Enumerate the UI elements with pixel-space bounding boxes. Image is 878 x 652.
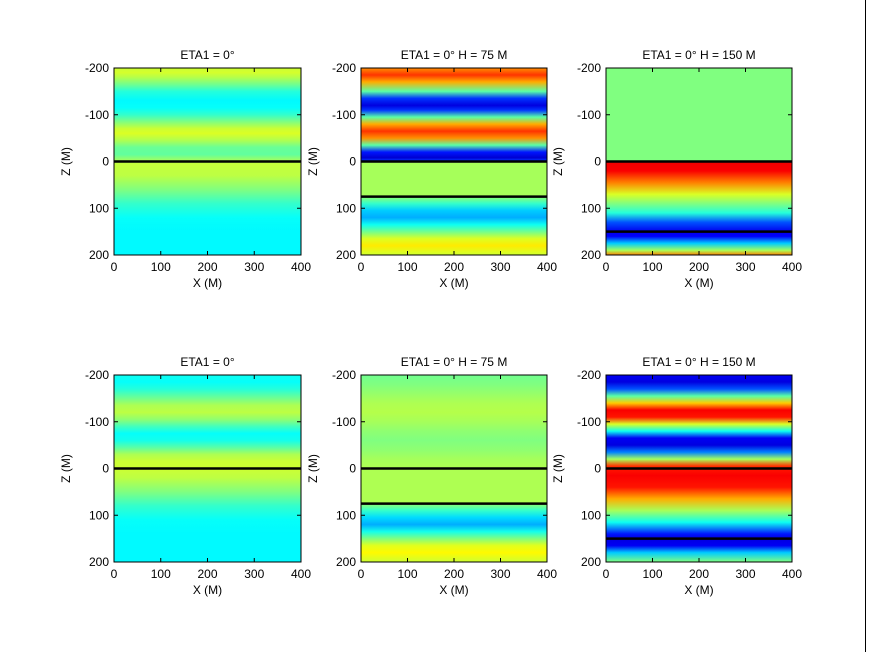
window-edge-line <box>865 0 866 652</box>
x-tick-label: 300 <box>244 567 264 581</box>
x-axis-label: X (M) <box>684 276 713 290</box>
y-tick-label: 0 <box>102 155 109 169</box>
y-tick-label: 200 <box>89 248 109 262</box>
y-axis-label: Z (M) <box>551 147 565 176</box>
panel-1: 0 100 200 300 400 -200 -100 0 100 200 ETA1 = 0° X (… <box>59 48 311 290</box>
x-tick-label: 100 <box>642 260 662 274</box>
x-tick-label: 400 <box>291 567 311 581</box>
x-axis-label: X (M) <box>684 583 713 597</box>
x-tick-label: 0 <box>358 567 365 581</box>
y-tick-label: 0 <box>349 462 356 476</box>
panel-title: ETA1 = 0° H = 150 M <box>642 355 755 369</box>
x-tick-label: 200 <box>444 260 464 274</box>
y-tick-label: -200 <box>577 61 601 75</box>
y-tick-label: 200 <box>581 555 601 569</box>
panel-4: 0 100 200 300 400 -200 -100 0 100 200 ETA1 = 0° X (… <box>59 355 311 597</box>
panel-title: ETA1 = 0° H = 75 M <box>401 48 508 62</box>
y-tick-label: 200 <box>581 248 601 262</box>
axes-box <box>113 374 302 563</box>
x-tick-label: 300 <box>735 567 755 581</box>
x-tick-label: 400 <box>537 260 557 274</box>
x-tick-label: 100 <box>642 567 662 581</box>
panel-title: ETA1 = 0° H = 75 M <box>401 355 508 369</box>
y-tick-label: -200 <box>85 61 109 75</box>
x-axis-label: X (M) <box>193 276 222 290</box>
x-tick-label: 100 <box>151 567 171 581</box>
y-tick-label: -100 <box>577 415 601 429</box>
y-tick-label: -100 <box>577 108 601 122</box>
x-tick-label: 400 <box>782 260 802 274</box>
y-tick-label: -200 <box>332 61 356 75</box>
x-tick-label: 300 <box>490 567 510 581</box>
panel-5: 0 100 200 300 400 -200 -100 0 100 200 ETA1 = 0° H … <box>306 355 557 597</box>
axes-box <box>360 374 548 563</box>
x-axis-label: X (M) <box>439 583 468 597</box>
x-axis-label: X (M) <box>193 583 222 597</box>
x-tick-label: 0 <box>603 567 610 581</box>
panel-2: 0 100 200 300 400 -200 -100 0 100 200 ETA1 = 0° H … <box>306 48 557 290</box>
x-tick-label: 400 <box>782 567 802 581</box>
y-tick-label: -100 <box>332 415 356 429</box>
x-tick-label: 200 <box>444 567 464 581</box>
y-tick-label: 200 <box>336 555 356 569</box>
axes-box <box>113 67 302 256</box>
x-tick-label: 200 <box>197 260 217 274</box>
y-tick-label: 0 <box>349 155 356 169</box>
x-tick-label: 200 <box>197 567 217 581</box>
x-tick-label: 0 <box>603 260 610 274</box>
panel-title: ETA1 = 0° <box>180 355 234 369</box>
x-tick-label: 100 <box>397 567 417 581</box>
x-tick-label: 300 <box>490 260 510 274</box>
y-tick-label: 200 <box>336 248 356 262</box>
y-axis-label: Z (M) <box>306 147 320 176</box>
panel-6: 0 100 200 300 400 -200 -100 0 100 200 ETA1 = 0° H … <box>551 355 802 597</box>
y-tick-label: 100 <box>89 508 109 522</box>
y-tick-label: 0 <box>102 462 109 476</box>
y-axis-label: Z (M) <box>59 147 73 176</box>
panel-title: ETA1 = 0° H = 150 M <box>642 48 755 62</box>
y-tick-label: 100 <box>336 201 356 215</box>
y-tick-label: -100 <box>85 108 109 122</box>
axes-box <box>360 67 548 256</box>
y-axis-label: Z (M) <box>551 454 565 483</box>
y-tick-label: -200 <box>577 368 601 382</box>
x-tick-label: 200 <box>689 260 709 274</box>
y-tick-label: 100 <box>581 201 601 215</box>
y-tick-label: -200 <box>85 368 109 382</box>
x-tick-label: 0 <box>111 567 118 581</box>
x-tick-label: 400 <box>291 260 311 274</box>
x-tick-label: 0 <box>358 260 365 274</box>
x-tick-label: 200 <box>689 567 709 581</box>
y-tick-label: 0 <box>594 155 601 169</box>
y-tick-label: 100 <box>336 508 356 522</box>
axes-box <box>605 67 793 256</box>
x-tick-label: 100 <box>151 260 171 274</box>
x-tick-label: 300 <box>244 260 264 274</box>
panel-title: ETA1 = 0° <box>180 48 234 62</box>
y-tick-label: 200 <box>89 555 109 569</box>
y-tick-label: -100 <box>332 108 356 122</box>
panel-3: 0 100 200 300 400 -200 -100 0 100 200 ETA1 = 0° H … <box>551 48 802 290</box>
y-axis-label: Z (M) <box>59 454 73 483</box>
y-tick-label: 0 <box>594 462 601 476</box>
x-tick-label: 300 <box>735 260 755 274</box>
y-axis-label: Z (M) <box>306 454 320 483</box>
axes-box <box>605 374 793 563</box>
y-tick-label: -100 <box>85 415 109 429</box>
y-tick-label: 100 <box>581 508 601 522</box>
y-tick-label: 100 <box>89 201 109 215</box>
x-tick-label: 400 <box>537 567 557 581</box>
x-tick-label: 0 <box>111 260 118 274</box>
y-tick-label: -200 <box>332 368 356 382</box>
x-tick-label: 100 <box>397 260 417 274</box>
x-axis-label: X (M) <box>439 276 468 290</box>
